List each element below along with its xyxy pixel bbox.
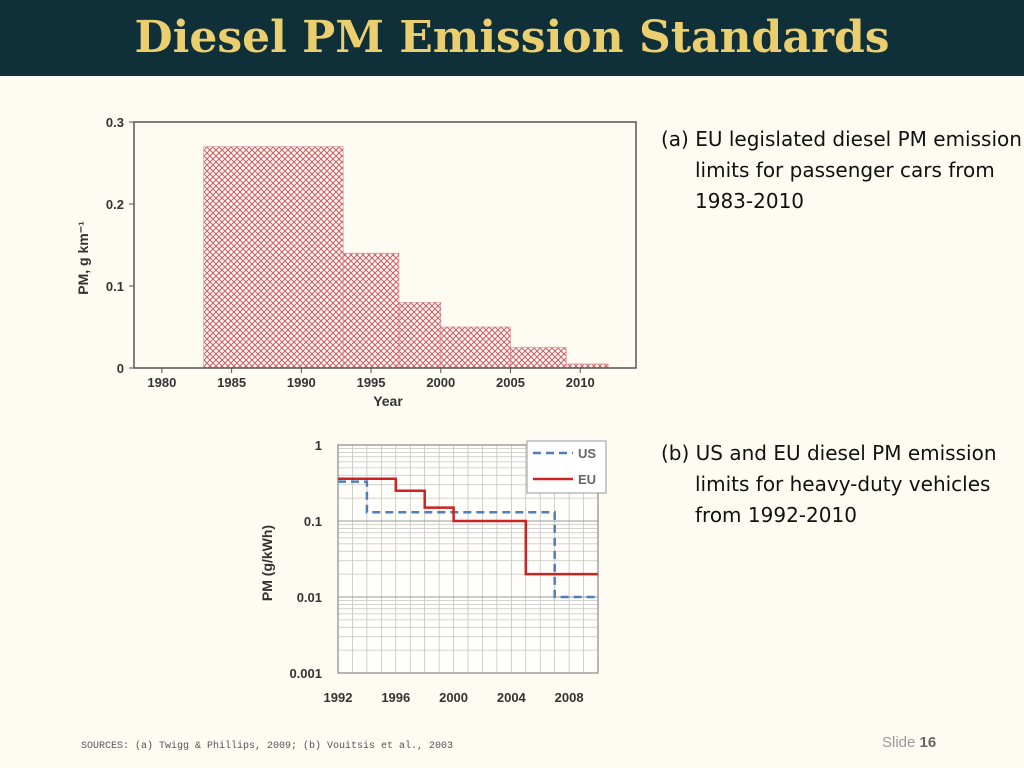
slide-title: Diesel PM Emission Standards [134,12,890,63]
caption-b: (b) US and EU diesel PM emission limits … [661,441,997,527]
x-tick-label: 1995 [357,375,386,390]
series-eu-line [338,477,598,576]
bar-segment [203,146,344,369]
y-tick-label: 0.01 [297,590,322,605]
x-tick-label: 1990 [287,375,316,390]
series-us-line [338,480,598,599]
sources-note: SOURCES: (a) Twigg & Phillips, 2009; (b)… [81,741,454,752]
y-tick-label: 0.2 [106,197,124,212]
legend-us-label: US [578,446,596,461]
legend-eu-label: EU [578,472,596,487]
legend-box [526,440,607,494]
caption-a: (a) EU legislated diesel PM emission lim… [661,127,1022,213]
y-tick-label: 0.1 [304,514,322,529]
x-tick-label: 1996 [381,690,410,705]
plot-frame [133,121,637,369]
y-axis-label: PM (g/kWh) [259,525,275,601]
title-bar [0,0,1024,76]
y-tick-label: 0.3 [106,115,124,130]
x-tick-label: 1992 [324,690,353,705]
plot-frame [337,444,599,674]
legend: US EU [526,440,607,494]
slide-number: Slide 16 [882,734,936,751]
y-tick-label: 1 [315,438,322,453]
slide-num: 16 [919,734,937,751]
bar-segment [398,302,442,369]
slide-word: Slide [882,734,916,751]
bar-segment [440,326,511,369]
y-tick-label: 0.001 [289,666,322,681]
bar-segment [510,347,567,369]
y-axis-label: PM, g km⁻¹ [75,221,91,295]
x-tick-label: 2010 [566,375,595,390]
x-tick-label: 2000 [439,690,468,705]
chart-eu-passenger-cars: 1980 1985 1990 1995 2000 2005 2010 0 0.1 0.2 0.3 Y… [75,115,637,409]
x-tick-label: 2005 [496,375,525,390]
x-tick-label: 1985 [217,375,246,390]
x-tick-label: 2004 [497,690,527,705]
chart-us-eu-heavy-duty: 1992 1996 2000 2004 2008 0.001 0.01 0.1 1 PM (g/… [259,438,607,705]
y-tick-label: 0.1 [106,279,124,294]
y-tick-label: 0 [117,361,124,376]
x-tick-label: 2000 [426,375,455,390]
x-tick-label: 1980 [147,375,176,390]
bar-segment [342,252,400,369]
x-tick-label: 2008 [555,690,584,705]
x-axis-label: Year [373,393,403,409]
